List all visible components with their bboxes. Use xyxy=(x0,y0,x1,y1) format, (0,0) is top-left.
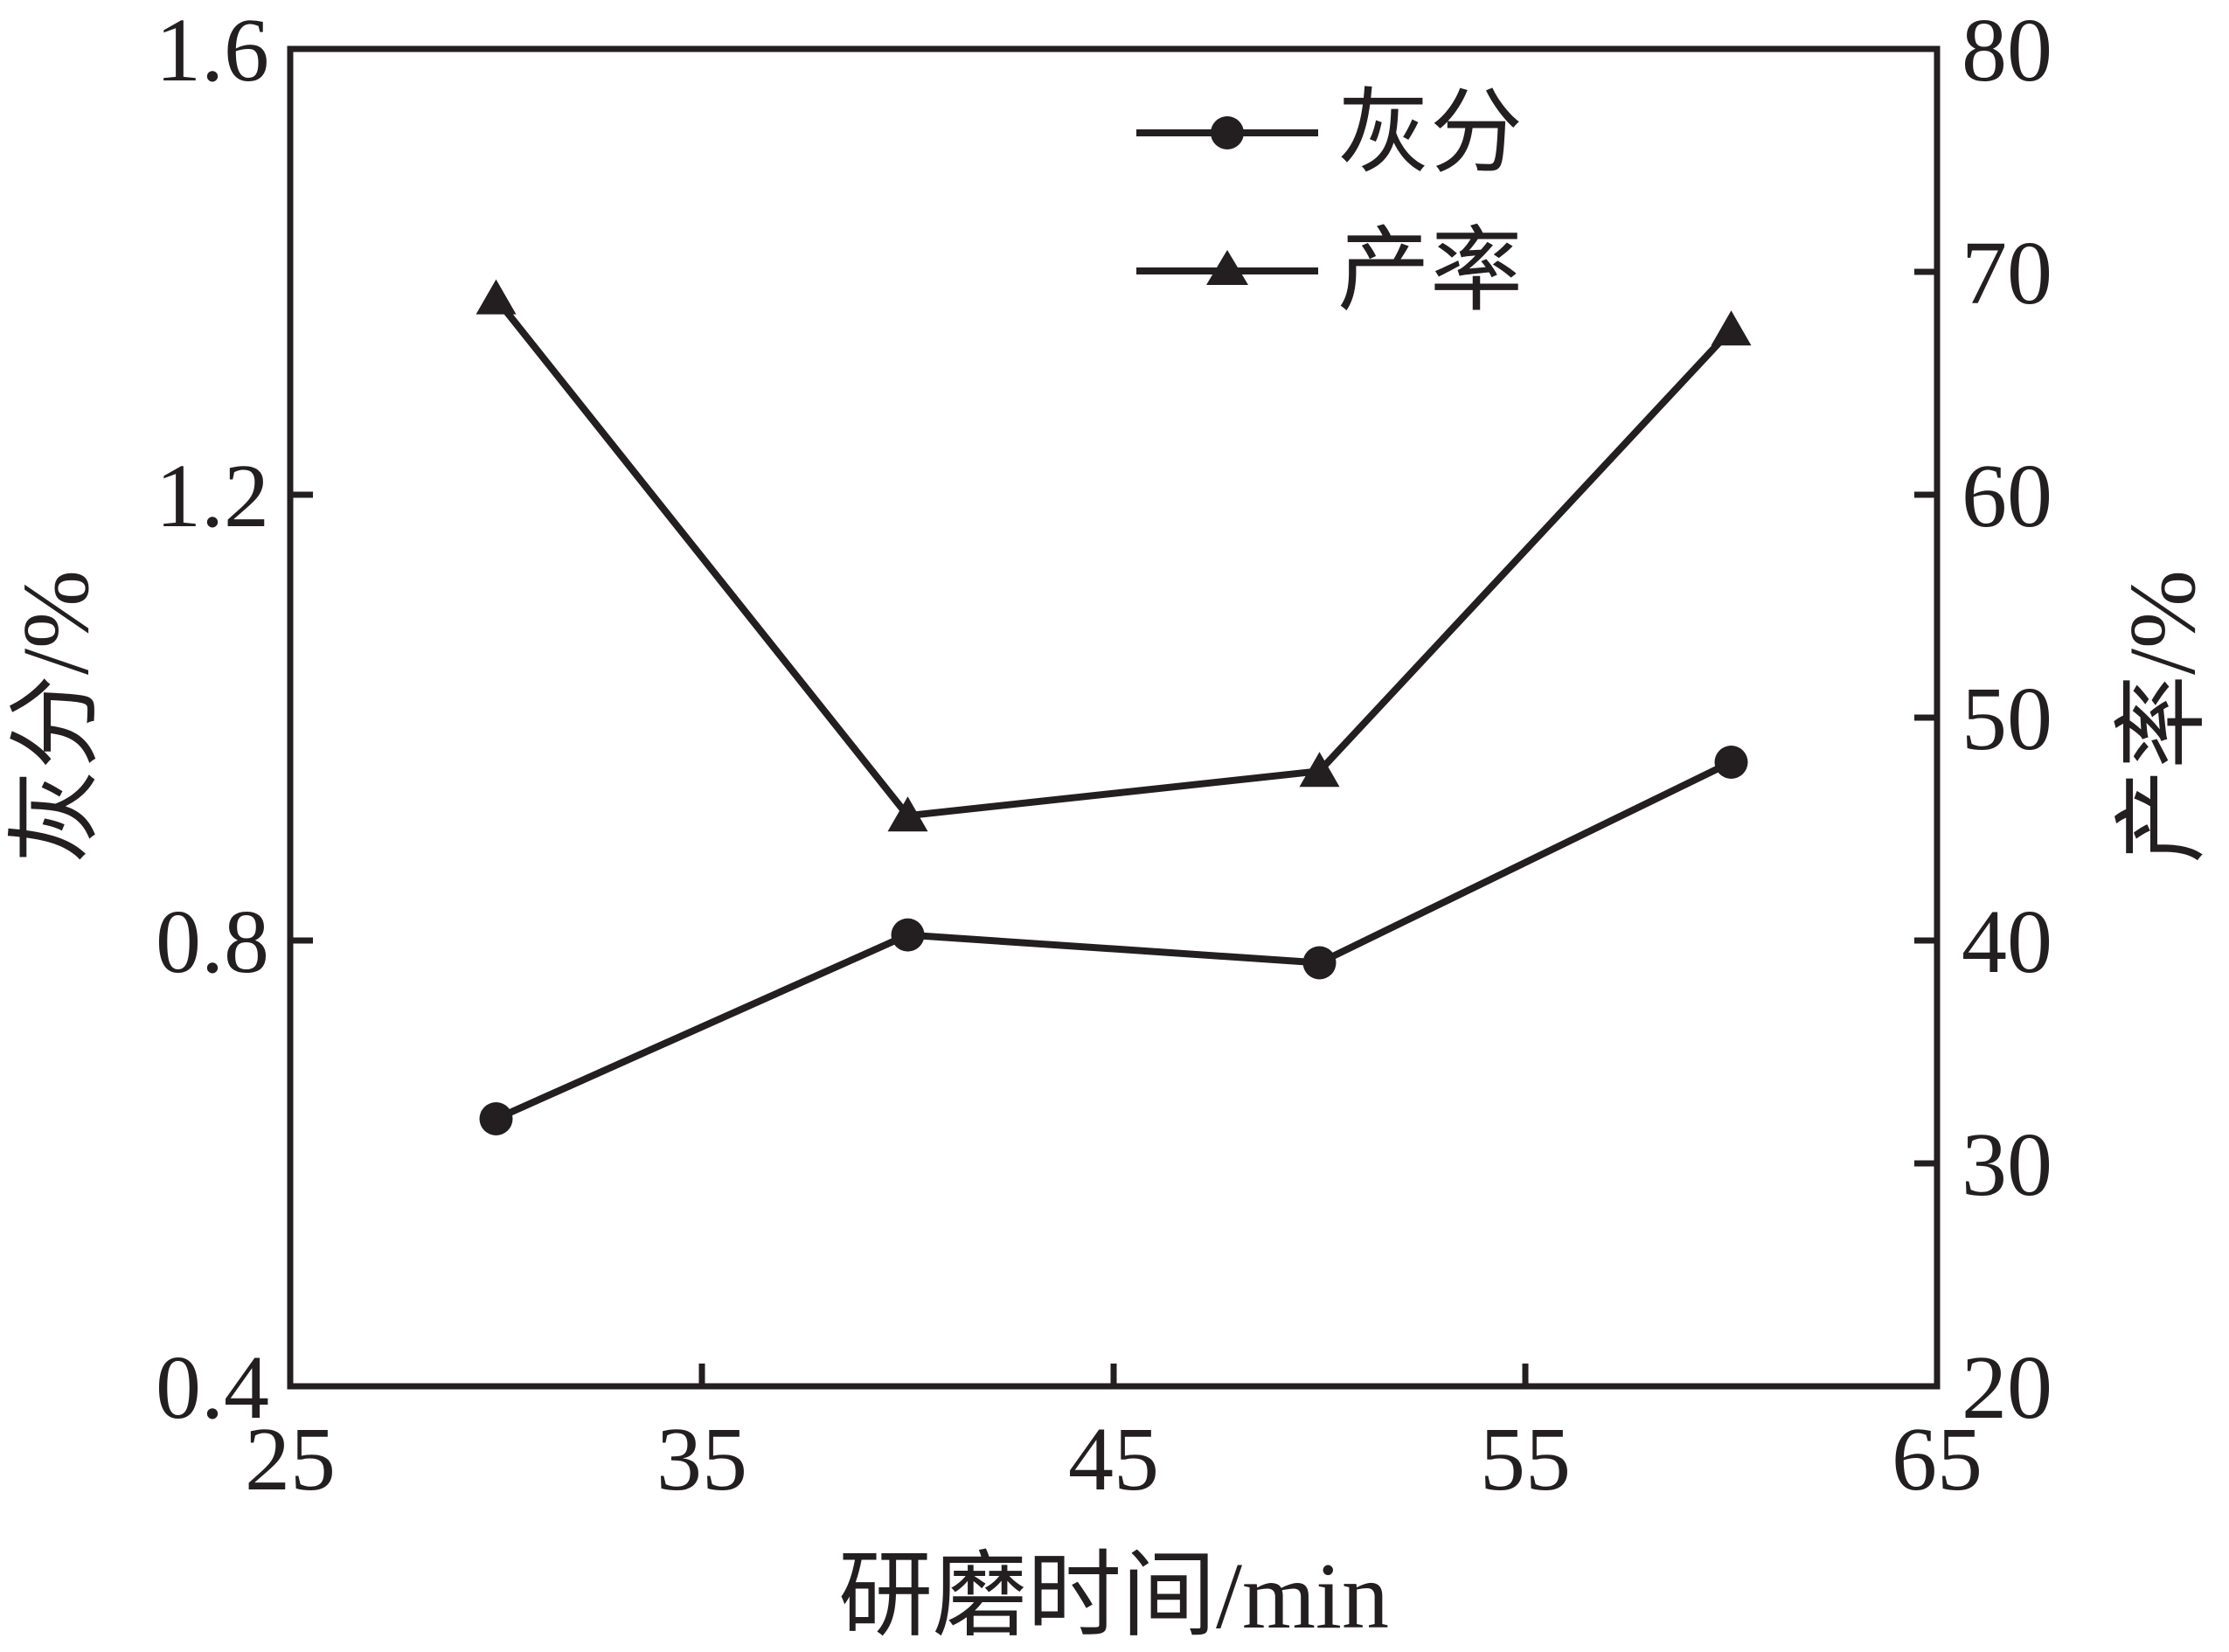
y-right-tick-label: 70 xyxy=(1962,223,2052,323)
y-right-tick-label: 20 xyxy=(1962,1337,2052,1438)
data-point-yield xyxy=(887,796,928,832)
x-tick-label: 65 xyxy=(1892,1409,1982,1510)
series-layer xyxy=(476,279,1752,1135)
y-right-tick-label: 30 xyxy=(1962,1114,2052,1215)
legend: 灰分 产率 xyxy=(1136,82,1523,323)
y-left-tick-label: 1.6 xyxy=(156,0,269,101)
y-right-tick-label: 50 xyxy=(1962,669,2052,769)
y-right-axis-title: 产率/% xyxy=(2111,570,2215,864)
x-tick-label: 25 xyxy=(245,1409,336,1510)
x-tick-label: 45 xyxy=(1068,1409,1159,1510)
data-point-ash xyxy=(479,1102,513,1135)
y-left-axis-title: 灰分/% xyxy=(4,570,108,864)
data-point-yield xyxy=(1299,752,1340,788)
legend-ash-label: 灰分 xyxy=(1337,82,1523,184)
x-axis-title: 研磨时间/min xyxy=(838,1544,1389,1649)
legend-ash-marker xyxy=(1211,116,1244,149)
data-point-ash xyxy=(1714,746,1748,779)
y-right-tick-label: 60 xyxy=(1962,446,2052,546)
y-right-tick-label: 40 xyxy=(1962,892,2052,992)
legend-yield-marker xyxy=(1206,250,1248,285)
x-tick-label: 55 xyxy=(1480,1409,1571,1510)
data-point-ash xyxy=(891,918,925,952)
plot-frame xyxy=(287,45,1941,1390)
y-left-tick-label: 1.2 xyxy=(156,446,269,546)
data-point-yield xyxy=(1711,310,1752,346)
ticks xyxy=(287,45,1941,1390)
y-left-tick-label: 0.8 xyxy=(156,892,269,992)
data-point-ash xyxy=(1302,946,1337,980)
y-right-tick-label: 80 xyxy=(1962,0,2052,101)
series-line-yield xyxy=(493,296,1734,820)
y-left-tick-label: 0.4 xyxy=(156,1337,269,1438)
tick-labels: 25 35 45 55 65 0.4 0.8 1.2 1.6 20 30 40 50 60 70 80 xyxy=(156,0,2052,1510)
data-point-yield xyxy=(476,279,517,315)
legend-yield-label: 产率 xyxy=(1337,220,1523,323)
x-tick-label: 35 xyxy=(656,1409,747,1510)
series-line-ash xyxy=(494,759,1733,1122)
